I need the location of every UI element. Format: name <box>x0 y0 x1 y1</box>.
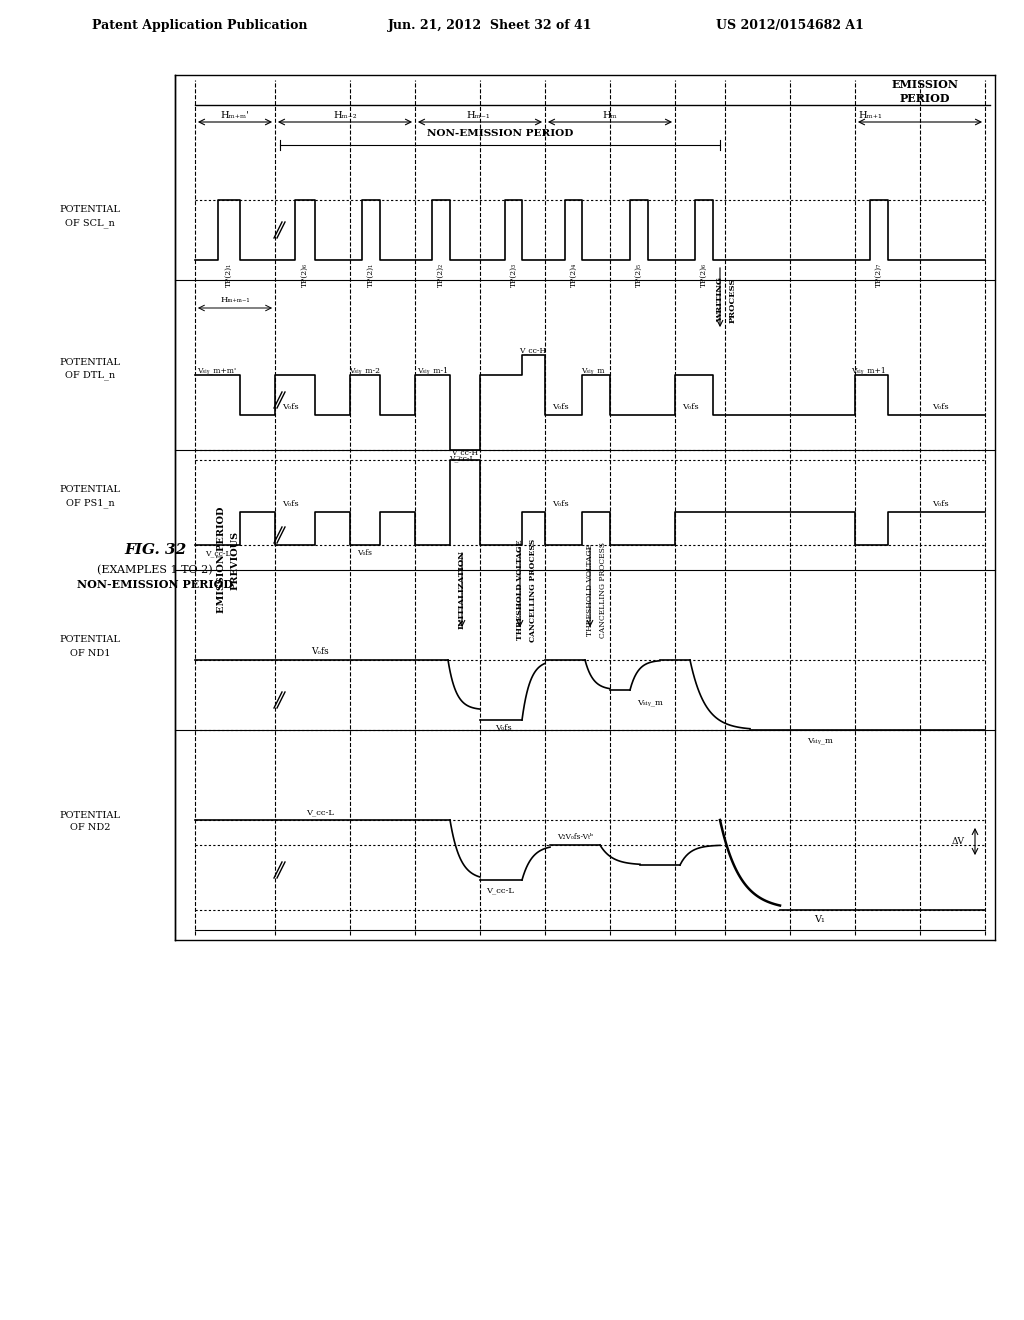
Text: THRESHOLD VOLTAGE: THRESHOLD VOLTAGE <box>586 544 594 636</box>
Text: INITIALIZATION: INITIALIZATION <box>458 550 466 630</box>
Text: Vₛᵢᵧ_m-1: Vₛᵢᵧ_m-1 <box>418 366 449 374</box>
Text: Hₘ: Hₘ <box>603 111 617 120</box>
Text: OF SCL_n: OF SCL_n <box>66 218 115 228</box>
Text: CANCELLING PROCESS: CANCELLING PROCESS <box>599 543 607 638</box>
Text: POTENTIAL: POTENTIAL <box>59 206 121 214</box>
Text: OF ND2: OF ND2 <box>70 824 111 833</box>
Text: FIG. 32: FIG. 32 <box>124 543 186 557</box>
Text: V_cc-L: V_cc-L <box>486 886 514 894</box>
Text: Patent Application Publication: Patent Application Publication <box>92 18 308 32</box>
Text: EMISSION PERIOD: EMISSION PERIOD <box>217 507 226 614</box>
Text: OF PS1_n: OF PS1_n <box>66 498 115 508</box>
Text: NON-EMISSION PERIOD: NON-EMISSION PERIOD <box>427 128 573 137</box>
Text: TP(2)₆: TP(2)₆ <box>301 263 309 286</box>
Text: POTENTIAL: POTENTIAL <box>59 358 121 367</box>
Text: V_cc-L: V_cc-L <box>205 549 230 557</box>
Text: TP(2)₁: TP(2)₁ <box>367 263 375 286</box>
Text: Hₘ₋₁: Hₘ₋₁ <box>466 111 489 120</box>
Text: Vₒfs: Vₒfs <box>932 403 948 411</box>
Text: V_cc-L: V_cc-L <box>450 454 475 462</box>
Text: POTENTIAL: POTENTIAL <box>59 635 121 644</box>
Text: Vₒfs: Vₒfs <box>552 500 568 508</box>
Text: TP(2)₅: TP(2)₅ <box>635 263 643 286</box>
Text: Vₒfs: Vₒfs <box>357 549 373 557</box>
Text: TP(2)₆: TP(2)₆ <box>700 263 708 286</box>
Text: Vₛᵢᵧ_m+m': Vₛᵢᵧ_m+m' <box>198 366 237 374</box>
Text: Vₒfs: Vₒfs <box>282 403 298 411</box>
Text: TP(2)₄: TP(2)₄ <box>569 263 578 288</box>
Text: V_cc-L: V_cc-L <box>306 808 334 816</box>
Text: Hₘ₊₁: Hₘ₊₁ <box>858 111 882 120</box>
Text: NON-EMISSION PERIOD: NON-EMISSION PERIOD <box>77 579 233 590</box>
Text: PREVIOUS: PREVIOUS <box>230 531 240 590</box>
Text: ΔV: ΔV <box>952 837 965 846</box>
Text: Vₒfs: Vₒfs <box>495 723 511 733</box>
Text: US 2012/0154682 A1: US 2012/0154682 A1 <box>716 18 864 32</box>
Text: EMISSION: EMISSION <box>892 79 958 91</box>
Text: OF DTL_n: OF DTL_n <box>65 371 115 380</box>
Text: PROCESS: PROCESS <box>729 277 737 323</box>
Text: OF ND1: OF ND1 <box>70 648 111 657</box>
Text: V_cc-H: V_cc-H <box>452 447 478 455</box>
Text: Vₛᵢᵧ_m: Vₛᵢᵧ_m <box>637 698 663 706</box>
Text: THRESHOLD VOLTAGE: THRESHOLD VOLTAGE <box>516 540 524 640</box>
Text: Vₒfs: Vₒfs <box>932 500 948 508</box>
Text: WRITING: WRITING <box>716 277 724 322</box>
Text: Vₛᵢᵧ_m: Vₛᵢᵧ_m <box>807 737 833 744</box>
Text: V₁: V₁ <box>814 916 825 924</box>
Text: Vₒfs: Vₒfs <box>282 500 298 508</box>
Text: TP(2)₁: TP(2)₁ <box>225 263 233 286</box>
Text: PERIOD: PERIOD <box>900 92 950 103</box>
Text: Vₛᵢᵧ_m-2: Vₛᵢᵧ_m-2 <box>349 366 381 374</box>
Text: Vₛᵢᵧ_m+1: Vₛᵢᵧ_m+1 <box>851 366 886 374</box>
Text: Vₒfs: Vₒfs <box>682 403 698 411</box>
Text: Vₒfs: Vₒfs <box>311 648 329 656</box>
Text: Jun. 21, 2012  Sheet 32 of 41: Jun. 21, 2012 Sheet 32 of 41 <box>388 18 592 32</box>
Text: Vₛᵢᵧ_m: Vₛᵢᵧ_m <box>582 366 605 374</box>
Text: TP(2)₃: TP(2)₃ <box>510 263 517 286</box>
Text: TP(2)₂: TP(2)₂ <box>437 263 445 286</box>
Text: POTENTIAL: POTENTIAL <box>59 486 121 495</box>
Text: (EXAMPLES 1 TO 2): (EXAMPLES 1 TO 2) <box>97 565 213 576</box>
Text: V_cc-H: V_cc-H <box>519 346 547 354</box>
Text: Hₘ₊ₘ₋₁: Hₘ₊ₘ₋₁ <box>220 296 250 304</box>
Text: TP(2)₇: TP(2)₇ <box>874 263 883 286</box>
Text: CANCELLING PROCESS: CANCELLING PROCESS <box>529 539 537 642</box>
Text: Hₘ₊ₘ': Hₘ₊ₘ' <box>220 111 250 120</box>
Text: Vₒfs: Vₒfs <box>552 403 568 411</box>
Text: V₂Vₒfs-Vₜᵇ: V₂Vₒfs-Vₜᵇ <box>557 833 593 841</box>
Text: Hₘ₋₂: Hₘ₋₂ <box>333 111 356 120</box>
Text: POTENTIAL: POTENTIAL <box>59 810 121 820</box>
